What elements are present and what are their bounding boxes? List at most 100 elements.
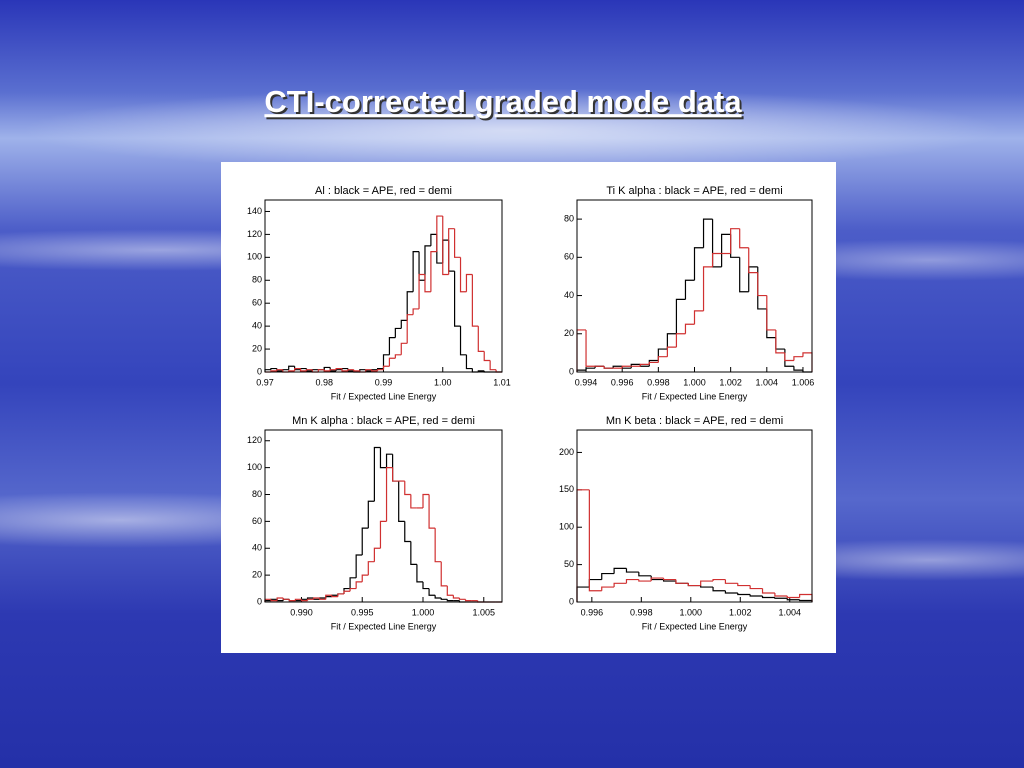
histogram-bin xyxy=(471,274,479,327)
x-axis-label: Fit / Expected Line Energy xyxy=(331,391,437,401)
histogram-bin xyxy=(367,561,375,576)
histogram-bin xyxy=(300,599,308,602)
slide-title: CTI-corrected graded mode data xyxy=(264,84,742,119)
histogram-bin xyxy=(276,597,284,601)
chart-title: Mn K beta : black = APE, red = demi xyxy=(606,415,783,427)
histogram-bin xyxy=(394,354,402,359)
y-tick-label: 0 xyxy=(257,596,262,606)
histogram-bin xyxy=(440,597,448,600)
x-tick-label: 0.996 xyxy=(581,607,604,617)
y-tick-label: 80 xyxy=(564,213,574,223)
histogram-bin xyxy=(294,598,302,601)
histogram-bin xyxy=(361,527,369,555)
histogram-bin xyxy=(394,327,402,338)
histogram-bin xyxy=(365,369,372,372)
x-tick-label: 1.01 xyxy=(493,377,511,387)
histogram-bin xyxy=(382,354,390,369)
x-axis-label: Fit / Expected Line Energy xyxy=(642,391,748,401)
histogram-bin xyxy=(786,598,800,601)
y-tick-label: 20 xyxy=(252,570,262,580)
y-tick-label: 80 xyxy=(252,489,262,499)
y-tick-label: 100 xyxy=(247,462,262,472)
y-tick-label: 50 xyxy=(564,559,574,569)
histogram-bin xyxy=(454,228,461,258)
histogram-bin xyxy=(458,597,466,600)
histogram-bin xyxy=(416,564,423,583)
histogram-bin xyxy=(761,596,775,599)
histogram-bin xyxy=(424,274,431,293)
histogram-bin xyxy=(406,291,414,321)
x-tick-label: 1.002 xyxy=(719,377,742,387)
histogram-bin xyxy=(288,365,295,370)
histogram-bin xyxy=(613,567,627,574)
histogram-bin xyxy=(452,595,460,599)
histogram-bin xyxy=(712,587,726,592)
histogram-bin xyxy=(601,586,615,591)
plot-frame xyxy=(264,199,503,373)
histogram-bin xyxy=(343,590,351,594)
histogram-bin xyxy=(385,467,393,522)
histogram-bin xyxy=(306,598,314,601)
y-tick-label: 140 xyxy=(247,206,262,216)
histogram-bin xyxy=(648,361,659,365)
histogram-bin xyxy=(331,595,338,598)
histogram-bin xyxy=(675,333,686,348)
histogram-bin xyxy=(465,354,473,370)
histogram-bin xyxy=(721,233,731,267)
histogram-bin xyxy=(434,528,442,563)
histogram-bin xyxy=(675,579,689,584)
histogram-bin xyxy=(376,369,384,371)
x-axis-label: Fit / Expected Line Energy xyxy=(642,621,748,631)
histogram-bin xyxy=(430,251,437,292)
chart-title: Ti K alpha : black = APE, red = demi xyxy=(606,185,782,197)
histogram-bin xyxy=(442,216,449,276)
title-shadow: CTI-corrected graded mode data xyxy=(266,86,744,121)
x-tick-label: 1.004 xyxy=(778,607,801,617)
x-tick-label: 0.99 xyxy=(375,377,393,387)
histogram-bin xyxy=(739,228,749,249)
histogram-bin xyxy=(749,594,763,597)
y-tick-label: 40 xyxy=(252,321,262,331)
histogram-bin xyxy=(711,219,722,268)
histogram-bin xyxy=(748,247,758,274)
histogram-bin xyxy=(666,346,677,357)
histogram-bin xyxy=(400,342,408,355)
histogram-bin xyxy=(621,365,632,369)
y-tick-label: 60 xyxy=(564,252,574,262)
histogram-bin xyxy=(305,369,313,371)
histogram-bin xyxy=(786,596,800,599)
histogram-bin xyxy=(711,252,722,267)
figure-panel xyxy=(221,162,836,653)
histogram-bin xyxy=(662,578,676,581)
histogram-bin xyxy=(648,359,659,367)
histogram-bin xyxy=(323,366,331,370)
y-tick-label: 120 xyxy=(247,229,262,239)
histogram-bin xyxy=(355,581,363,589)
x-tick-label: 1.006 xyxy=(792,377,815,387)
histogram-bin xyxy=(724,590,738,594)
histogram-bin xyxy=(702,218,713,248)
histogram-bin xyxy=(412,308,420,315)
y-tick-label: 100 xyxy=(247,252,262,262)
histogram-bin xyxy=(398,481,405,522)
histogram-bin xyxy=(454,271,461,327)
histogram-bin xyxy=(319,597,326,600)
histogram-bin xyxy=(489,360,497,371)
plot-frame xyxy=(576,199,813,373)
histogram-bin xyxy=(424,245,431,281)
x-tick-label: 0.994 xyxy=(575,377,598,387)
histogram-bin xyxy=(761,588,775,594)
histogram-bin xyxy=(392,467,399,482)
histogram-bin xyxy=(349,577,357,589)
y-tick-label: 0 xyxy=(569,596,574,606)
histogram-bin xyxy=(638,579,652,582)
histogram-bin xyxy=(382,365,390,370)
histogram-bin xyxy=(436,215,443,252)
histogram-bin xyxy=(730,228,740,254)
histogram-bin xyxy=(793,366,803,371)
histogram-bin xyxy=(337,593,344,597)
histogram-bin xyxy=(367,500,375,529)
histogram-bin xyxy=(379,447,387,469)
histogram-bin xyxy=(757,272,767,297)
histogram-bin xyxy=(317,369,325,372)
